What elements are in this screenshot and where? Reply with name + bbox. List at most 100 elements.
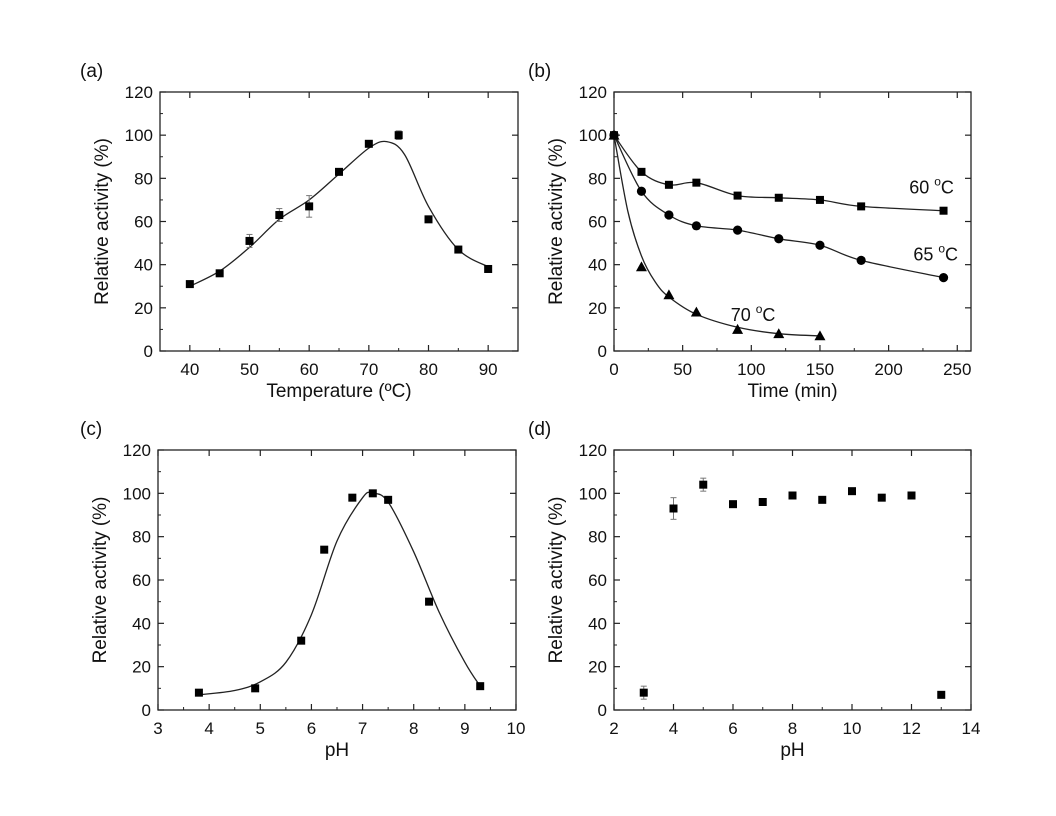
- series-label: 65 oC: [913, 241, 958, 264]
- y-tick-label: 100: [125, 126, 153, 145]
- y-tick-label: 0: [142, 701, 151, 720]
- y-tick-label: 120: [579, 83, 607, 102]
- x-tick-label: 80: [419, 360, 438, 379]
- data-point: [454, 245, 463, 254]
- y-axis-label: Relative activity (%): [546, 138, 567, 305]
- data-point: [194, 688, 203, 697]
- data-point: [384, 495, 393, 504]
- y-tick-label: 40: [132, 614, 151, 633]
- y-tick-label: 60: [588, 571, 607, 590]
- data-point: [215, 269, 224, 278]
- fit-curve: [189, 140, 489, 287]
- x-axis-label: Time (min): [747, 381, 837, 402]
- data-point: [729, 500, 737, 509]
- data-point: [937, 690, 946, 699]
- y-tick-label: 80: [588, 528, 607, 547]
- plot-frame: [613, 91, 972, 352]
- panel-label: (a): [80, 61, 103, 82]
- series-point: [637, 167, 646, 176]
- data-point: [818, 495, 827, 504]
- y-tick-label: 100: [123, 484, 151, 503]
- data-point: [320, 545, 329, 554]
- x-tick-label: 4: [204, 719, 213, 738]
- x-tick-label: 0: [609, 360, 618, 379]
- series-line: [613, 134, 944, 279]
- data-point: [297, 636, 306, 645]
- y-tick-label: 120: [123, 441, 151, 460]
- y-tick-label: 40: [134, 256, 153, 275]
- y-axis-label: Relative activity (%): [92, 138, 113, 305]
- series-point: [635, 261, 647, 272]
- y-tick-label: 60: [132, 571, 151, 590]
- y-tick-label: 20: [588, 658, 607, 677]
- data-point: [788, 491, 797, 500]
- data-point: [699, 480, 708, 489]
- y-tick-label: 40: [588, 256, 607, 275]
- fit-curve: [198, 491, 481, 696]
- data-point: [758, 498, 767, 506]
- series-point: [636, 186, 647, 196]
- y-tick-label: 40: [588, 614, 607, 633]
- x-tick-label: 7: [358, 719, 367, 738]
- x-axis-label: pH: [780, 740, 804, 761]
- series-point: [774, 193, 783, 202]
- series-label: 60 oC: [909, 174, 954, 197]
- data-point: [275, 211, 284, 220]
- series-point: [856, 255, 866, 265]
- x-tick-label: 60: [300, 360, 319, 379]
- data-point: [368, 489, 377, 498]
- y-tick-label: 100: [579, 484, 607, 503]
- x-axis-label: Temperature (ºC): [266, 381, 411, 402]
- x-tick-label: 2: [609, 719, 618, 738]
- y-tick-label: 20: [134, 299, 153, 318]
- data-point: [364, 139, 373, 148]
- x-tick-label: 4: [669, 719, 678, 738]
- x-tick-label: 200: [874, 360, 902, 379]
- x-tick-label: 50: [240, 360, 259, 379]
- x-tick-label: 6: [307, 719, 316, 738]
- x-tick-label: 14: [962, 719, 981, 738]
- data-point: [245, 236, 254, 245]
- panel-b: 0 50 100 150 200 250 0 20 40 60 80 100 120 Time (min)…: [528, 61, 972, 402]
- series-point: [773, 328, 785, 339]
- data-point: [425, 597, 434, 606]
- x-tick-label: 8: [409, 719, 418, 738]
- y-tick-label: 80: [588, 169, 607, 188]
- data-point: [335, 167, 343, 176]
- panel-label: (c): [80, 419, 102, 440]
- series-point: [664, 210, 674, 220]
- series-point: [664, 180, 673, 189]
- series-label: 70 oC: [731, 302, 776, 325]
- data-point: [476, 682, 485, 691]
- x-tick-label: 12: [902, 719, 921, 738]
- y-tick-label: 20: [132, 658, 151, 677]
- plot-frame: [159, 91, 519, 352]
- data-point: [394, 131, 403, 140]
- data-point: [669, 504, 678, 513]
- data-point: [424, 215, 433, 224]
- series-point: [733, 191, 742, 200]
- series-point: [939, 206, 948, 215]
- series-point: [690, 306, 702, 317]
- y-axis-label: Relative activity (%): [546, 497, 567, 664]
- x-tick-label: 90: [479, 360, 498, 379]
- y-tick-label: 120: [579, 441, 607, 460]
- series-point: [663, 289, 675, 300]
- data-point: [484, 264, 493, 273]
- y-tick-label: 0: [144, 342, 153, 361]
- data-point: [251, 684, 260, 693]
- series-line-70c: [613, 135, 821, 337]
- data-point: [907, 491, 916, 500]
- plot-frame: [157, 449, 517, 711]
- x-tick-label: 250: [943, 360, 971, 379]
- y-tick-label: 20: [588, 299, 607, 318]
- series-point: [774, 234, 784, 244]
- x-axis-label: pH: [325, 740, 349, 761]
- panel-label: (b): [528, 61, 551, 82]
- y-tick-label: 0: [598, 342, 607, 361]
- x-tick-label: 6: [728, 719, 737, 738]
- x-tick-label: 3: [153, 719, 162, 738]
- series-point: [857, 202, 866, 211]
